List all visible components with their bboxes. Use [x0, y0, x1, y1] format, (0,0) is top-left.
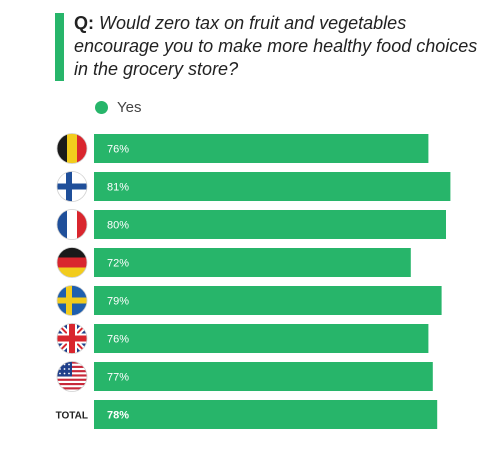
bar-sweden [94, 286, 442, 315]
legend-dot-yes [95, 101, 108, 114]
legend-label-yes: Yes [117, 99, 142, 116]
bar-value-label: 76% [107, 144, 129, 156]
flag-finland-icon [56, 171, 88, 202]
flag-germany-icon [56, 247, 88, 278]
bar-value-label: 81% [107, 182, 129, 194]
flag-uk-icon [56, 323, 88, 354]
bar-group: 76% 81% 80% 72% 79% 76% 77% 78% TOTAL [56, 133, 451, 429]
question-accent-bar [55, 13, 64, 81]
flag-sweden-icon [56, 285, 88, 316]
question-prefix: Q: [74, 13, 94, 33]
bar-germany [94, 248, 411, 277]
bar-value-label: 76% [107, 334, 129, 346]
flag-usa-icon [56, 361, 88, 392]
question-text: Would zero tax on fruit and vegetables e… [74, 13, 478, 79]
bar-united-kingdom [94, 324, 429, 353]
bar-united-states [94, 362, 433, 391]
chart-legend: Yes [95, 99, 141, 116]
bar-value-label: 79% [107, 296, 129, 308]
flag-belgium-icon [56, 133, 88, 164]
bar-finland [94, 172, 451, 201]
category-label-total: TOTAL [56, 411, 88, 422]
bar-belgium [94, 134, 429, 163]
flag-france-icon [56, 209, 88, 240]
bar-value-label: 77% [107, 372, 129, 384]
bar-value-label: 72% [107, 258, 129, 270]
bar-total [94, 400, 438, 429]
bar-france [94, 210, 446, 239]
bar-value-label: 80% [107, 220, 129, 232]
question-title: Q: Would zero tax on fruit and vegetable… [74, 12, 484, 81]
bar-value-label: 78% [107, 410, 129, 422]
